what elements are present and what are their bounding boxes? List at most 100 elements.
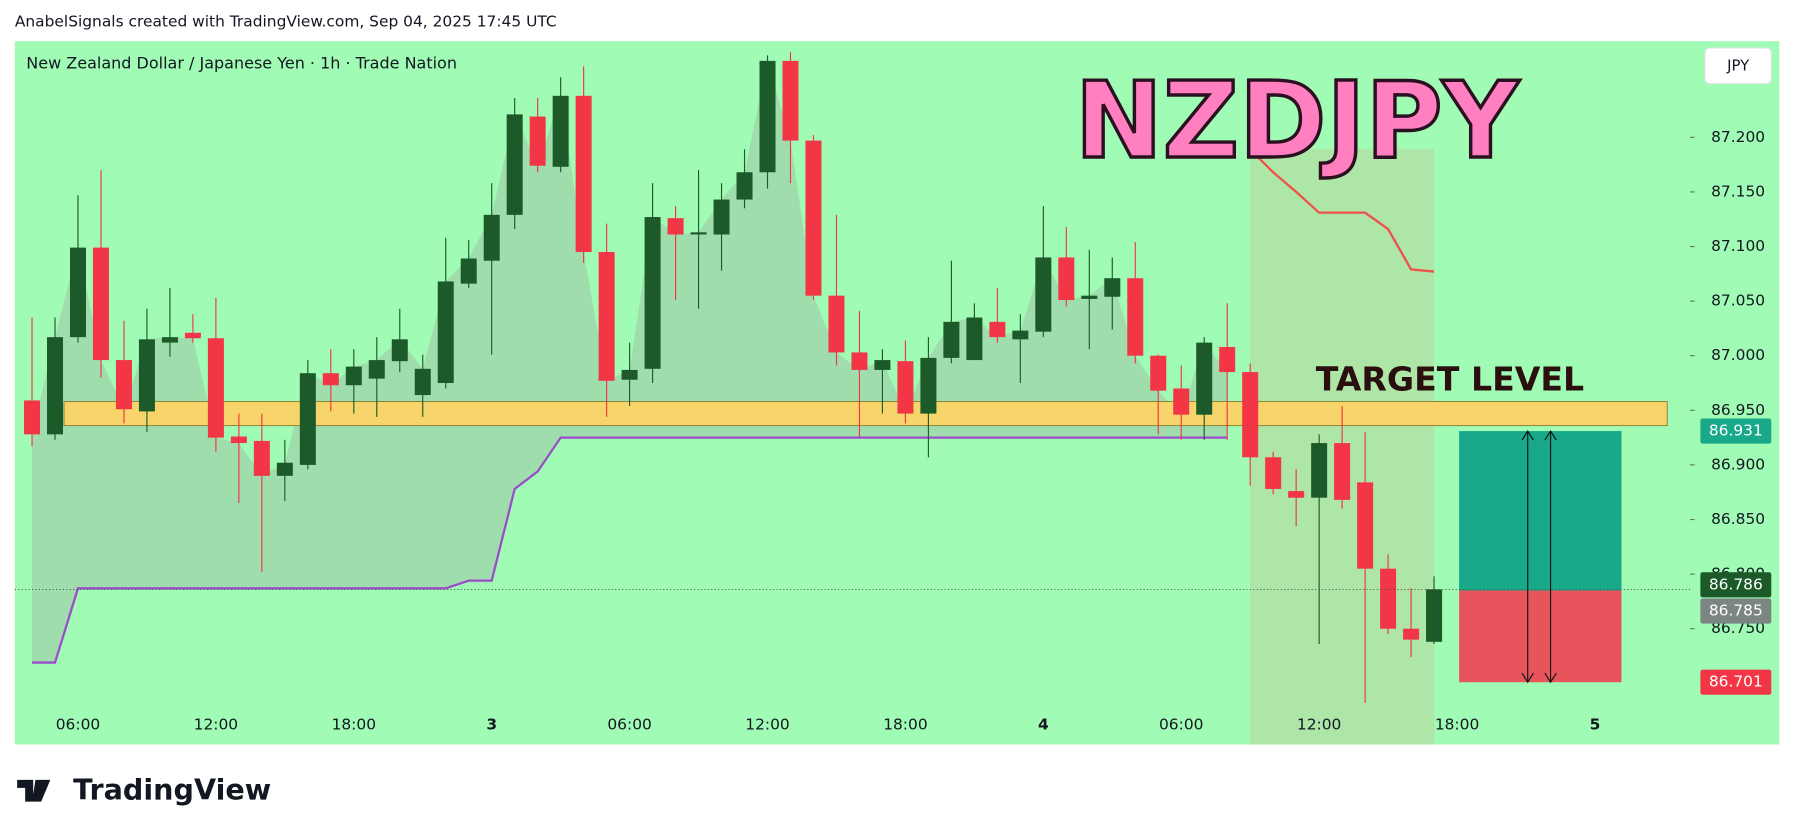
price-tag-label: 86.786 <box>1709 575 1763 593</box>
candle-body <box>966 317 983 361</box>
candle-body <box>437 281 454 384</box>
price-tag <box>1700 572 1772 598</box>
price-tag <box>1700 669 1772 695</box>
x-tick-label: 4 <box>1038 716 1049 734</box>
candle-body <box>713 199 730 235</box>
cloud-fill <box>32 60 1228 663</box>
brand-logo: TradingView <box>17 772 271 806</box>
price-tag <box>1700 598 1772 624</box>
candle-body <box>253 440 270 476</box>
x-tick-label: 18:00 <box>1435 716 1479 734</box>
y-tick-label: 86.950 <box>1711 401 1765 419</box>
candle-body <box>759 60 776 173</box>
candle-body <box>552 95 569 167</box>
candle-body <box>874 360 891 370</box>
candle-body <box>276 462 293 476</box>
x-tick-label: 06:00 <box>607 716 651 734</box>
candle-body <box>24 400 41 435</box>
candle-body <box>184 332 201 339</box>
candle-body <box>1357 482 1374 569</box>
y-tick-label: 87.000 <box>1711 346 1765 364</box>
plot-area: 87.200 87.150 87.100 87.050 87.000 86.950 86.9… <box>14 41 1780 745</box>
candle-body <box>1242 372 1259 458</box>
candle-body <box>230 436 247 444</box>
candle-body <box>1035 257 1052 332</box>
legend: New Zealand Dollar / Japanese Yen · 1h ·… <box>26 54 457 73</box>
candle-body <box>506 114 523 215</box>
x-tick-label: 18:00 <box>883 716 927 734</box>
candle-body <box>897 361 914 414</box>
y-tick-label: 87.200 <box>1711 128 1765 146</box>
candle-body <box>207 338 224 438</box>
currency-button[interactable] <box>1704 47 1772 85</box>
candle-body <box>322 373 339 386</box>
candle-body <box>1196 342 1213 415</box>
candle-body <box>414 368 431 396</box>
x-tick-label: 06:00 <box>56 716 100 734</box>
candle-body <box>1127 278 1144 356</box>
candle-body <box>621 369 638 380</box>
candle-body <box>1058 257 1075 301</box>
candle-body <box>1311 443 1328 498</box>
arrow-head <box>1521 429 1534 684</box>
price-tag-label: 86.785 <box>1709 602 1763 620</box>
candle-body <box>115 360 132 410</box>
candle-body <box>1288 491 1305 498</box>
candle-body <box>667 218 684 235</box>
x-tick-label: 18:00 <box>332 716 376 734</box>
candle-body <box>989 321 1006 338</box>
indicator-line <box>32 436 1228 664</box>
brand-name: TradingView <box>73 772 271 806</box>
symbol-art: NZDJPY <box>1075 59 1521 182</box>
position-profit <box>1459 431 1622 591</box>
position-loss <box>1459 590 1622 683</box>
candle-body <box>368 360 385 379</box>
candle-body <box>1012 330 1029 340</box>
candle-body <box>920 357 937 414</box>
candle-body <box>943 321 960 358</box>
target-label: TARGET LEVEL <box>1316 359 1584 398</box>
candle-body <box>391 339 408 362</box>
price-tag-label: 86.931 <box>1709 422 1763 440</box>
candle-body <box>644 217 661 369</box>
candle-body <box>598 251 615 381</box>
candle-body <box>1219 346 1236 373</box>
candle-body <box>1265 457 1282 489</box>
candle-body <box>483 214 500 261</box>
candle-body <box>529 116 546 166</box>
candle-body <box>345 366 362 386</box>
candle-body <box>828 295 845 353</box>
candle-body <box>575 95 592 252</box>
candle-body <box>1380 568 1397 629</box>
attribution: AnabelSignals created with TradingView.c… <box>15 12 557 30</box>
candle-body <box>1150 355 1167 391</box>
currency-label: JPY <box>1726 56 1750 74</box>
x-tick-label: 12:00 <box>1297 716 1341 734</box>
candle-body <box>138 339 155 412</box>
candle-body <box>1403 628 1420 640</box>
candle-body <box>851 352 868 370</box>
candle-body <box>161 337 178 343</box>
x-tick-label: 5 <box>1590 716 1601 734</box>
x-tick-label: 06:00 <box>1159 716 1203 734</box>
y-tick-label: 86.750 <box>1711 619 1765 637</box>
price-tag <box>1700 418 1772 444</box>
candle-body <box>782 60 799 141</box>
candle-body <box>805 140 822 296</box>
price-tag-label: 86.701 <box>1709 673 1763 691</box>
y-tick-label: 87.050 <box>1711 292 1765 310</box>
candle-body <box>1173 388 1190 415</box>
candle-body <box>1426 589 1443 642</box>
y-tick-label: 86.850 <box>1711 510 1765 528</box>
candle-body <box>46 337 64 435</box>
indicator-line <box>1249 148 1435 273</box>
x-tick-label: 12:00 <box>194 716 238 734</box>
candle-body <box>460 258 477 284</box>
y-tick-label: 87.150 <box>1711 182 1765 200</box>
candle-body <box>736 172 753 200</box>
arrow-head <box>1544 429 1557 684</box>
candle-body <box>299 373 316 465</box>
y-tick-label: 86.900 <box>1711 455 1765 473</box>
